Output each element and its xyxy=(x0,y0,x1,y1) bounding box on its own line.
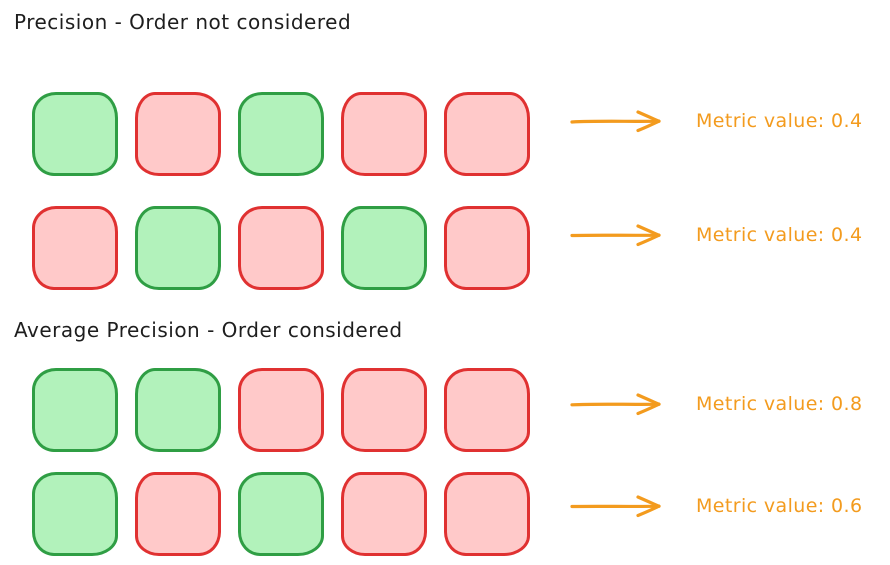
red-box xyxy=(32,206,118,290)
metric-value-label: Metric value: 0.8 xyxy=(696,393,863,415)
green-box xyxy=(238,92,324,176)
box-row-precision-1 xyxy=(32,92,530,176)
green-box xyxy=(32,368,118,452)
green-box xyxy=(135,206,221,290)
metric-group-average-precision-2: Metric value: 0.6 xyxy=(570,488,862,524)
green-box xyxy=(135,368,221,452)
section-title-average-precision: Average Precision - Order considered xyxy=(14,318,403,342)
red-box xyxy=(341,472,427,556)
red-box xyxy=(238,368,324,452)
arrow-right-icon xyxy=(570,495,661,518)
red-box xyxy=(444,472,530,556)
green-box xyxy=(238,472,324,556)
box-row-average-precision-2 xyxy=(32,472,530,556)
red-box xyxy=(444,92,530,176)
red-box xyxy=(341,368,427,452)
red-box xyxy=(238,206,324,290)
box-row-precision-2 xyxy=(32,206,530,290)
red-box xyxy=(444,206,530,290)
metric-group-average-precision-1: Metric value: 0.8 xyxy=(570,386,862,422)
red-box xyxy=(135,92,221,176)
green-box xyxy=(32,92,118,176)
metric-group-precision-2: Metric value: 0.4 xyxy=(570,217,862,253)
red-box xyxy=(444,368,530,452)
red-box xyxy=(135,472,221,556)
metric-value-label: Metric value: 0.6 xyxy=(696,495,863,517)
section-title-precision: Precision - Order not considered xyxy=(14,10,352,34)
metric-value-label: Metric value: 0.4 xyxy=(696,224,863,246)
green-box xyxy=(32,472,118,556)
red-box xyxy=(341,92,427,176)
box-row-average-precision-1 xyxy=(32,368,530,452)
metric-value-label: Metric value: 0.4 xyxy=(696,110,863,132)
arrow-right-icon xyxy=(570,110,661,133)
arrow-right-icon xyxy=(570,393,661,416)
arrow-right-icon xyxy=(570,224,661,247)
metric-group-precision-1: Metric value: 0.4 xyxy=(570,103,862,139)
green-box xyxy=(341,206,427,290)
